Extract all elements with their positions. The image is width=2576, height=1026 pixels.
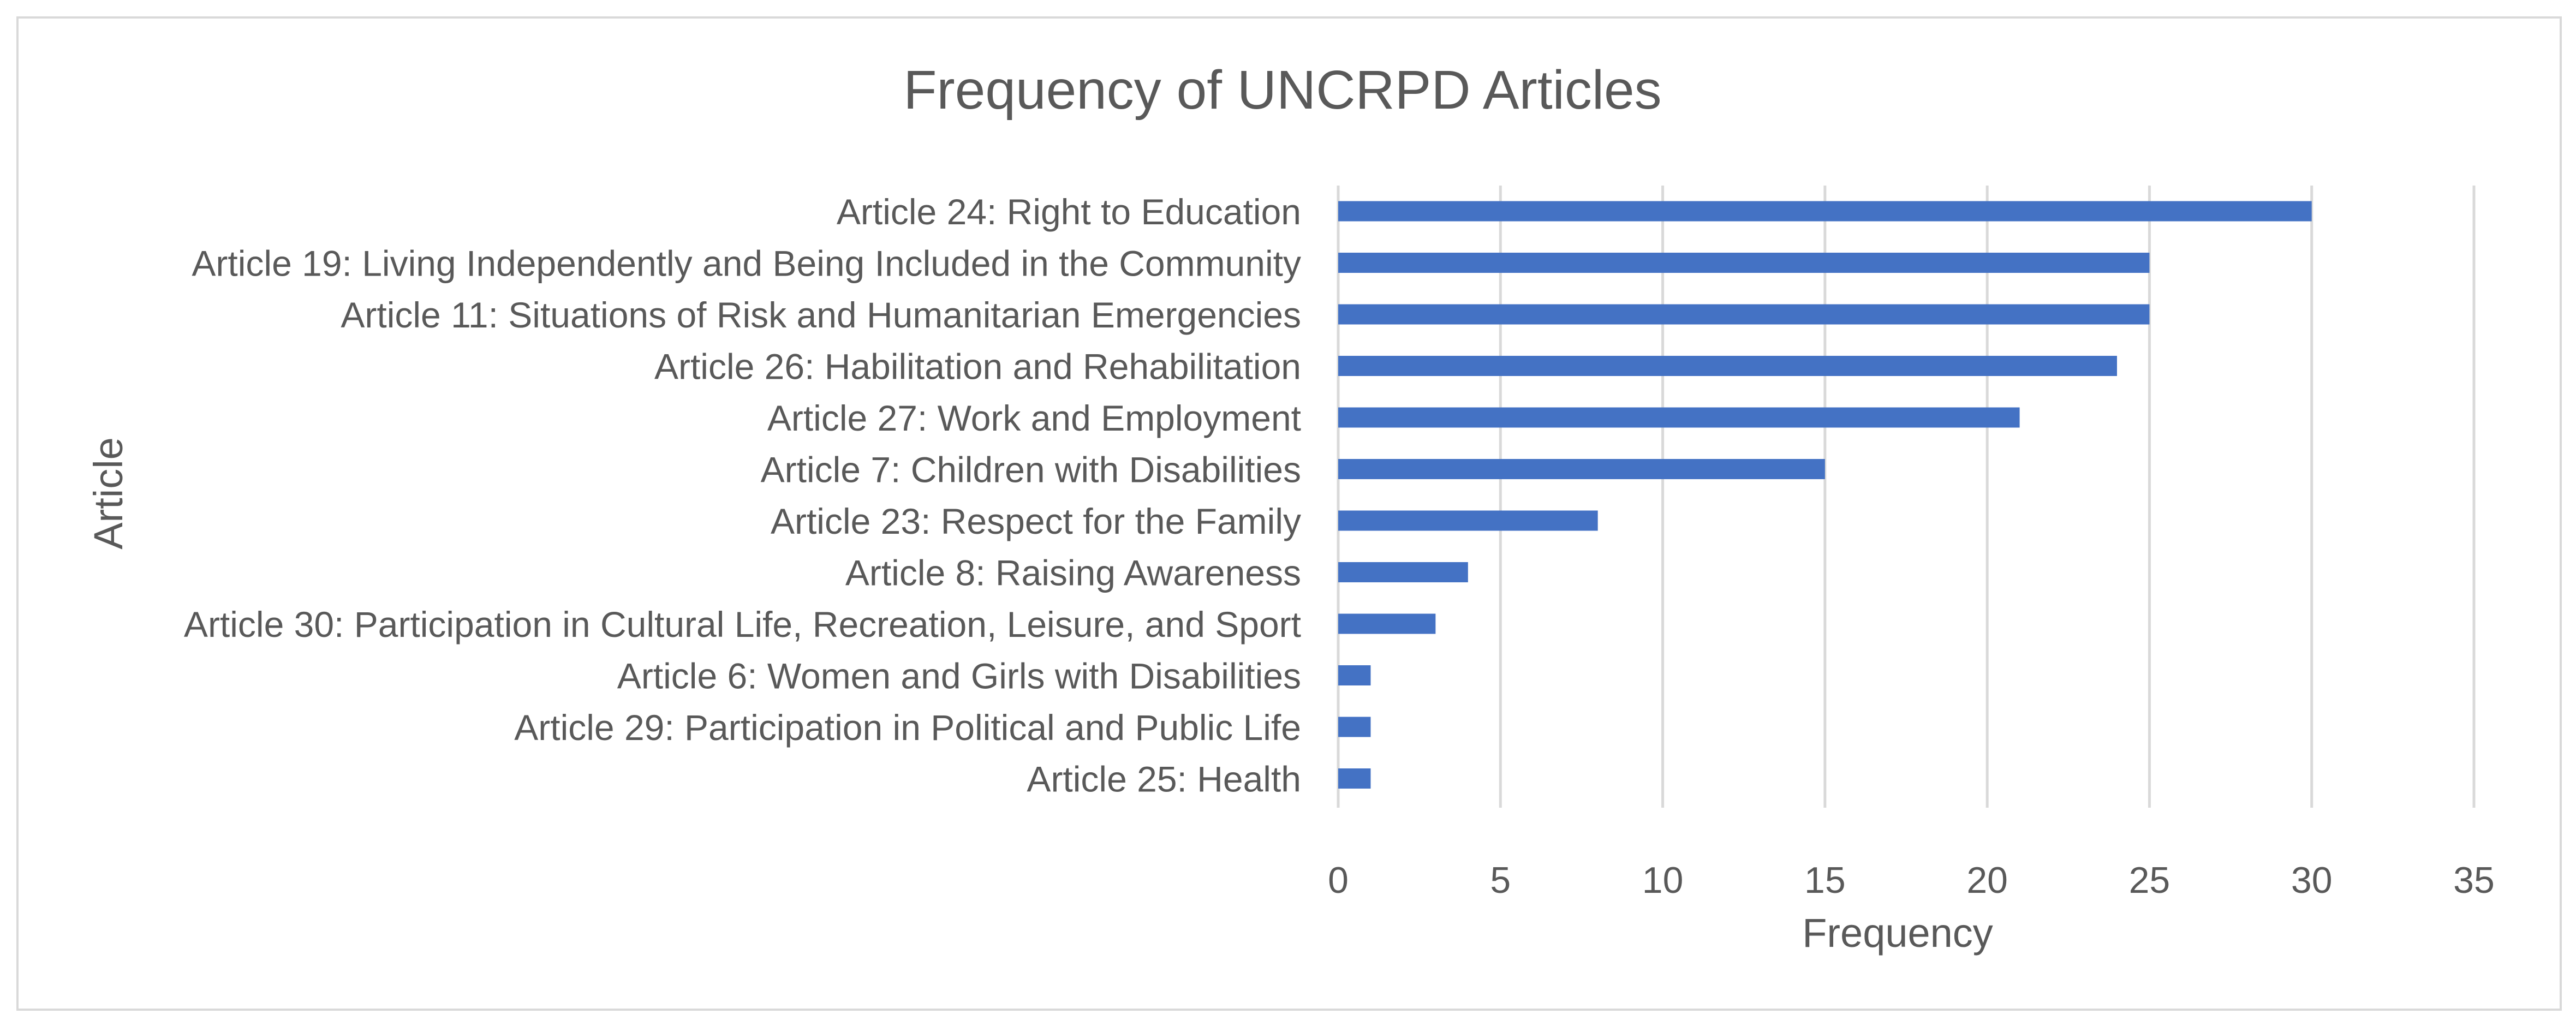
y-axis-title: Article <box>86 437 131 550</box>
bar-chart: Frequency of UNCRPD Articles Article 24:… <box>86 59 2495 956</box>
x-axis-title: Frequency <box>1802 910 1993 956</box>
bar <box>1338 253 2150 273</box>
category-label: Article 30: Participation in Cultural Li… <box>184 604 1301 645</box>
category-label: Article 11: Situations of Risk and Human… <box>341 295 1301 335</box>
category-label: Article 7: Children with Disabilities <box>761 450 1301 490</box>
x-tick-label: 20 <box>1966 860 2008 901</box>
x-tick-label: 30 <box>2291 860 2333 901</box>
x-tick-label: 0 <box>1328 860 1349 901</box>
category-labels: Article 24: Right to Education Article 19… <box>184 192 1301 800</box>
category-label: Article 26: Habilitation and Rehabilitat… <box>654 347 1301 387</box>
x-tick-label: 15 <box>1804 860 1846 901</box>
bar <box>1338 510 1598 531</box>
category-label: Article 24: Right to Education <box>837 192 1301 232</box>
bar <box>1338 407 2020 428</box>
x-tick-label: 5 <box>1490 860 1511 901</box>
x-tick-labels: 0 5 10 15 20 25 30 35 <box>1328 860 2495 901</box>
bar <box>1338 562 1468 582</box>
bar <box>1338 304 2150 325</box>
bar <box>1338 459 1825 479</box>
bar <box>1338 768 1371 789</box>
bars <box>1338 201 2312 789</box>
chart-area: Frequency of UNCRPD Articles Article 24:… <box>16 16 2562 1011</box>
bar <box>1338 201 2312 222</box>
bar <box>1338 356 2117 376</box>
category-label: Article 8: Raising Awareness <box>845 553 1301 593</box>
category-label: Article 29: Participation in Political a… <box>514 707 1301 748</box>
x-tick-label: 25 <box>2129 860 2170 901</box>
category-label: Article 23: Respect for the Family <box>771 501 1301 541</box>
category-label: Article 19: Living Independently and Bei… <box>192 243 1301 284</box>
bar <box>1338 665 1371 685</box>
category-label: Article 6: Women and Girls with Disabili… <box>617 656 1301 696</box>
x-tick-label: 10 <box>1642 860 1684 901</box>
bar <box>1338 717 1371 737</box>
x-tick-label: 35 <box>2453 860 2495 901</box>
category-label: Article 25: Health <box>1027 759 1301 800</box>
bar <box>1338 613 1436 634</box>
category-label: Article 27: Work and Employment <box>767 398 1301 438</box>
chart-title: Frequency of UNCRPD Articles <box>903 59 1661 121</box>
gridlines <box>1337 186 2476 808</box>
